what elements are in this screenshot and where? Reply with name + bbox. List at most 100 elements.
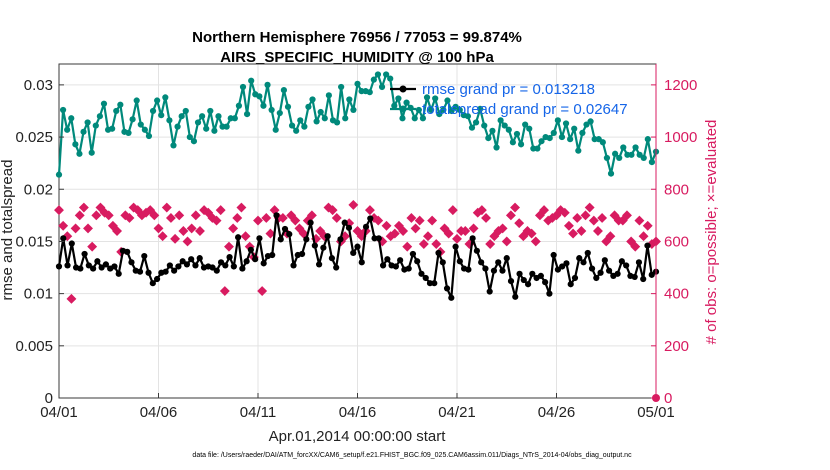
totalspread-point	[158, 112, 165, 119]
obs-count-point	[572, 213, 583, 223]
totalspread-point	[423, 94, 431, 101]
obs-count-point	[232, 213, 243, 223]
totalspread-point	[76, 150, 83, 157]
y-tick-label: 0.01	[24, 286, 53, 303]
obs-count-point	[481, 213, 491, 223]
obs-count-point	[568, 228, 579, 239]
rmse-point	[456, 258, 463, 265]
totalspread-point	[125, 129, 132, 136]
rmse-point	[571, 274, 579, 282]
rmse-point	[478, 259, 485, 266]
totalspread-point	[297, 117, 304, 124]
totalspread-point	[387, 75, 394, 82]
totalspread-point	[162, 94, 169, 101]
rmse-point	[64, 262, 71, 269]
obs-count-point	[240, 231, 251, 242]
obs-count-point	[476, 205, 487, 216]
obs-count-point	[559, 207, 570, 218]
rmse-point	[175, 263, 182, 270]
totalspread-point	[456, 106, 463, 114]
chart-subtitle: AIRS_SPECIFIC_HUMIDITY @ 100 hPa	[220, 49, 494, 66]
totalspread-point	[293, 127, 300, 134]
obs-count-point	[219, 286, 230, 296]
totalspread-point	[170, 142, 177, 149]
totalspread-point	[203, 125, 210, 132]
obs-count-point	[505, 210, 516, 221]
totalspread-point	[231, 115, 238, 122]
totalspread-point	[113, 107, 120, 115]
totalspread-point	[305, 103, 312, 110]
rmse-point	[337, 236, 344, 243]
totalspread-point	[628, 151, 635, 158]
rmse-point	[60, 235, 67, 242]
rmse-point	[256, 235, 263, 242]
totalspread-point	[472, 119, 480, 126]
totalspread-point	[395, 95, 402, 102]
obs-count-point	[414, 215, 425, 226]
totalspread-point	[575, 147, 582, 154]
totalspread-point	[284, 103, 292, 110]
totalspread-point	[260, 102, 267, 109]
totalspread-point	[546, 135, 553, 142]
totalspread-point	[207, 107, 214, 115]
rmse-point	[316, 261, 323, 268]
rmse-point	[192, 262, 199, 269]
rmse-point	[392, 263, 399, 270]
totalspread-point	[620, 144, 627, 151]
totalspread-point	[509, 139, 516, 146]
rmse-point	[554, 266, 562, 273]
rmse-point	[490, 267, 498, 274]
totalspread-point	[129, 116, 136, 123]
rmse-point	[209, 264, 216, 271]
totalspread-point	[640, 154, 647, 162]
obs-count-point	[165, 213, 176, 223]
x-tick-label: 04/21	[438, 404, 476, 421]
totalspread-point	[280, 86, 287, 94]
rmse-point	[213, 267, 220, 274]
rmse-point	[512, 293, 519, 300]
rmse-point	[507, 278, 515, 285]
totalspread-point	[190, 138, 198, 145]
rmse-point	[503, 255, 510, 262]
rmse-point	[281, 225, 289, 233]
rmse-point	[576, 255, 583, 262]
rmse-point	[426, 280, 434, 287]
rmse-point	[298, 250, 306, 258]
obs-count-point	[364, 205, 375, 216]
rmse-point	[90, 265, 97, 272]
x-tick-label: 04/16	[339, 404, 377, 421]
obs-count-point	[236, 202, 247, 213]
totalspread-point	[199, 113, 206, 120]
totalspread-point	[194, 119, 202, 126]
obs-count-point	[593, 226, 603, 236]
totalspread-point	[632, 144, 639, 151]
totalspread-point	[399, 115, 406, 122]
y-tick-label: 0.02	[24, 181, 53, 198]
footnote: data file: /Users/raeder/DAI/ATM_forcXX/…	[192, 452, 632, 459]
rmse-point	[520, 276, 527, 284]
rmse-point	[439, 259, 446, 266]
rmse-point	[452, 243, 459, 250]
totalspread-point	[145, 132, 153, 140]
rmse-point	[640, 275, 647, 283]
totalspread-point	[599, 139, 606, 146]
obs-count-point	[373, 215, 384, 226]
rmse-point	[162, 268, 169, 275]
obs-count-point	[186, 223, 197, 234]
obs-count-point	[161, 202, 172, 213]
series-layer	[54, 71, 661, 402]
obs-count-point	[584, 202, 595, 213]
totalspread-point	[64, 126, 71, 133]
rmse-point	[486, 288, 493, 295]
x-tick-label: 04/06	[140, 404, 178, 421]
rmse-point	[473, 247, 480, 254]
totalspread-point	[309, 96, 316, 103]
obs-count-point	[277, 213, 288, 223]
totalspread-point	[436, 111, 443, 118]
totalspread-point	[325, 92, 332, 99]
obs-count-point	[630, 241, 641, 252]
rmse-point	[614, 270, 621, 277]
legend-rmse-marker	[399, 85, 407, 93]
totalspread-point	[55, 171, 63, 178]
rmse-point	[94, 258, 101, 265]
